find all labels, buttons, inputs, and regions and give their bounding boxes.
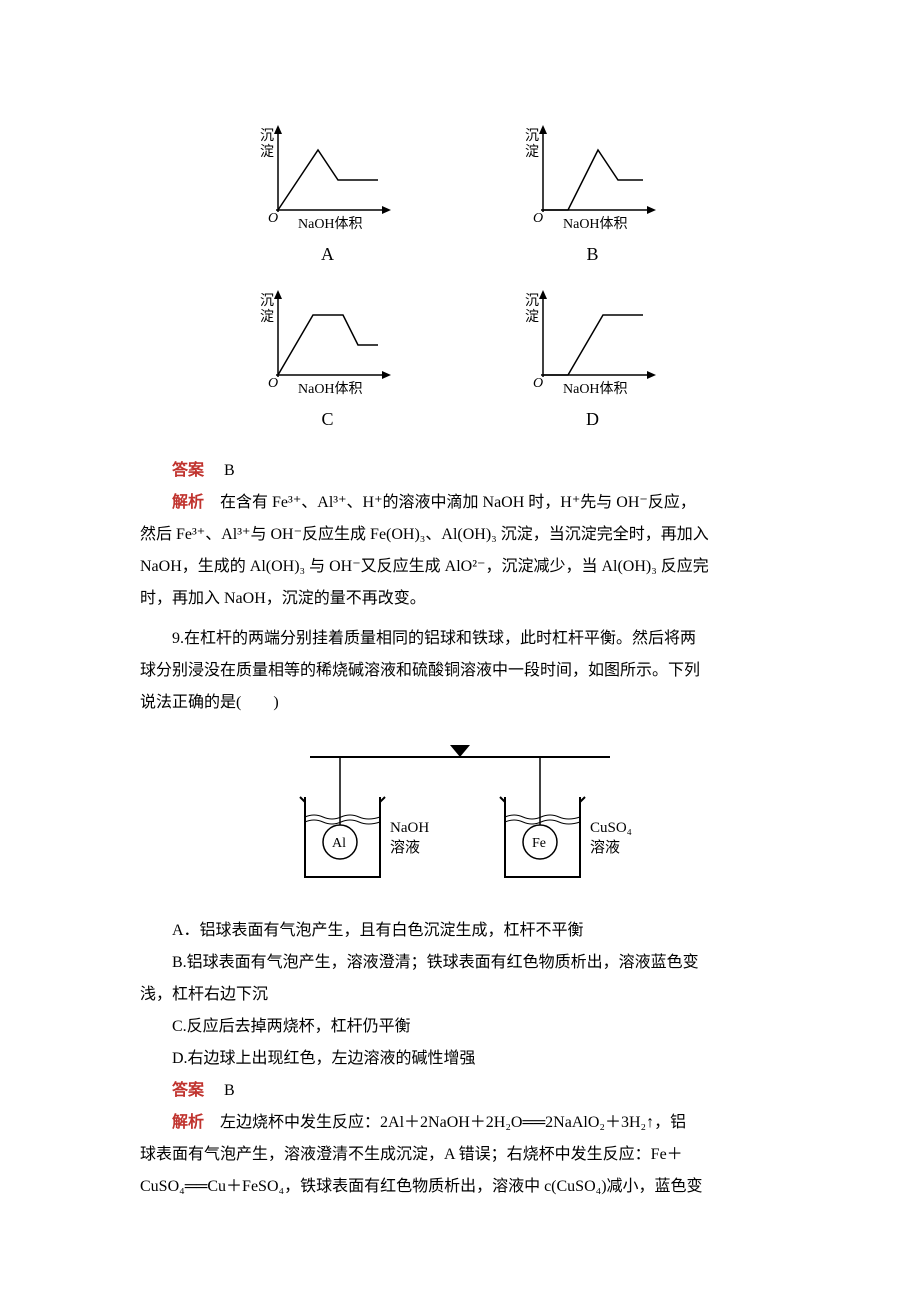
chart-A-label: A bbox=[321, 244, 334, 265]
chart-B-yl2: 淀 bbox=[525, 144, 539, 160]
chart-D-yl1: 沉 bbox=[525, 293, 539, 309]
q9-explain-l3: CuSO₄══Cu＋FeSO₄，铁球表面有红色物质析出，溶液中 c(CuSO₄)… bbox=[140, 1171, 780, 1203]
q9-stem-l1: 9.在杠杆的两端分别挂着质量相同的铝球和铁球，此时杠杆平衡。然后将两 bbox=[140, 623, 780, 655]
chart-D-label: D bbox=[586, 409, 599, 430]
chart-D-svg: O NaOH体积 沉 淀 bbox=[523, 285, 663, 405]
chart-B-origin: O bbox=[533, 211, 543, 226]
chart-C-origin: O bbox=[268, 376, 278, 391]
chart-C: O NaOH体积 沉 淀 C bbox=[258, 285, 398, 430]
q9-option-B-l2: 浅，杠杆右边下沉 bbox=[140, 979, 780, 1011]
four-charts-grid: O NaOH体积 沉 淀 A O NaOH体积 沉 淀 B O bbox=[140, 120, 780, 430]
q8-answer-label: 答案 bbox=[172, 462, 204, 479]
chart-C-xlabel: NaOH体积 bbox=[298, 381, 363, 397]
q9-stem-l3: 说法正确的是( ) bbox=[140, 687, 780, 719]
q8-answer-line: 答案 B bbox=[140, 455, 780, 487]
chart-C-line bbox=[278, 315, 378, 375]
chart-A-svg: O NaOH体积 沉 淀 bbox=[258, 120, 398, 240]
chart-D-origin: O bbox=[533, 376, 543, 391]
q9-explain-label: 解析 bbox=[172, 1114, 204, 1131]
q9-answer-value: B bbox=[224, 1082, 235, 1099]
chart-C-yl2: 淀 bbox=[260, 309, 274, 325]
q9-answer-label: 答案 bbox=[172, 1082, 204, 1099]
q9-block: 9.在杠杆的两端分别挂着质量相同的铝球和铁球，此时杠杆平衡。然后将两 球分别浸没… bbox=[140, 623, 780, 1203]
q9-option-A: A．铝球表面有气泡产生，且有白色沉淀生成，杠杆不平衡 bbox=[140, 915, 780, 947]
chart-B-xlabel: NaOH体积 bbox=[563, 216, 628, 232]
chart-A-line bbox=[278, 150, 378, 210]
q9-option-D: D.右边球上出现红色，左边溶液的碱性增强 bbox=[140, 1043, 780, 1075]
chart-D-line bbox=[543, 315, 643, 375]
chart-C-label: C bbox=[321, 409, 333, 430]
q9-explain-l2: 球表面有气泡产生，溶液澄清不生成沉淀，A 错误；右烧杯中发生反应：Fe＋ bbox=[140, 1139, 780, 1171]
chart-C-yl1: 沉 bbox=[260, 293, 274, 309]
chart-A-yl1: 沉 bbox=[260, 128, 274, 144]
left-ball-label: Al bbox=[332, 836, 346, 851]
chart-D-xlabel: NaOH体积 bbox=[563, 381, 628, 397]
q9-diagram-svg: Al NaOH 溶液 Fe CuSO₄ 溶液 bbox=[250, 737, 670, 897]
q8-explain-label: 解析 bbox=[172, 494, 204, 511]
q9-diagram-container: Al NaOH 溶液 Fe CuSO₄ 溶液 bbox=[140, 737, 780, 897]
q8-explain-t1: 在含有 Fe³⁺、Al³⁺、H⁺的溶液中滴加 NaOH 时，H⁺先与 OH⁻反应… bbox=[220, 494, 696, 511]
chart-C-svg: O NaOH体积 沉 淀 bbox=[258, 285, 398, 405]
q9-stem-l2: 球分别浸没在质量相等的稀烧碱溶液和硫酸铜溶液中一段时间，如图所示。下列 bbox=[140, 655, 780, 687]
chart-A-xlabel: NaOH体积 bbox=[298, 216, 363, 232]
chart-D-yl2: 淀 bbox=[525, 309, 539, 325]
chart-A-origin: O bbox=[268, 211, 278, 226]
chart-D: O NaOH体积 沉 淀 D bbox=[523, 285, 663, 430]
q9-option-B-l1: B.铝球表面有气泡产生，溶液澄清；铁球表面有红色物质析出，溶液蓝色变 bbox=[140, 947, 780, 979]
q9-explain-t1: 左边烧杯中发生反应：2Al＋2NaOH＋2H₂O══2NaAlO₂＋3H₂↑，铝 bbox=[220, 1114, 686, 1131]
chart-A: O NaOH体积 沉 淀 A bbox=[258, 120, 398, 265]
chart-B-yl1: 沉 bbox=[525, 128, 539, 144]
right-sol-bot: 溶液 bbox=[590, 839, 620, 856]
chart-B-label: B bbox=[586, 244, 598, 265]
chart-A-yl2: 淀 bbox=[260, 144, 274, 160]
right-sol-top: CuSO₄ bbox=[590, 820, 632, 836]
chart-B-svg: O NaOH体积 沉 淀 bbox=[523, 120, 663, 240]
q9-stem-t1: 在杠杆的两端分别挂着质量相同的铝球和铁球，此时杠杆平衡。然后将两 bbox=[184, 630, 696, 647]
q9-number: 9. bbox=[172, 630, 184, 647]
chart-B: O NaOH体积 沉 淀 B bbox=[523, 120, 663, 265]
q9-answer-line: 答案 B bbox=[140, 1075, 780, 1107]
chart-B-line bbox=[543, 150, 643, 210]
q8-explain-l4: 时，再加入 NaOH，沉淀的量不再改变。 bbox=[140, 583, 780, 615]
q8-explain-l3: NaOH，生成的 Al(OH)₃ 与 OH⁻又反应生成 AlO²⁻，沉淀减少，当… bbox=[140, 551, 780, 583]
q9-option-C: C.反应后去掉两烧杯，杠杆仍平衡 bbox=[140, 1011, 780, 1043]
q8-answer-value: B bbox=[224, 462, 235, 479]
q9-explain-l1: 解析 左边烧杯中发生反应：2Al＋2NaOH＋2H₂O══2NaAlO₂＋3H₂… bbox=[140, 1107, 780, 1139]
q8-explain-l2: 然后 Fe³⁺、Al³⁺与 OH⁻反应生成 Fe(OH)₃、Al(OH)₃ 沉淀… bbox=[140, 519, 780, 551]
left-sol-bot: 溶液 bbox=[390, 839, 420, 856]
q8-explain-l1: 解析 在含有 Fe³⁺、Al³⁺、H⁺的溶液中滴加 NaOH 时，H⁺先与 OH… bbox=[140, 487, 780, 519]
left-sol-top: NaOH bbox=[390, 820, 429, 836]
right-ball-label: Fe bbox=[532, 836, 546, 851]
